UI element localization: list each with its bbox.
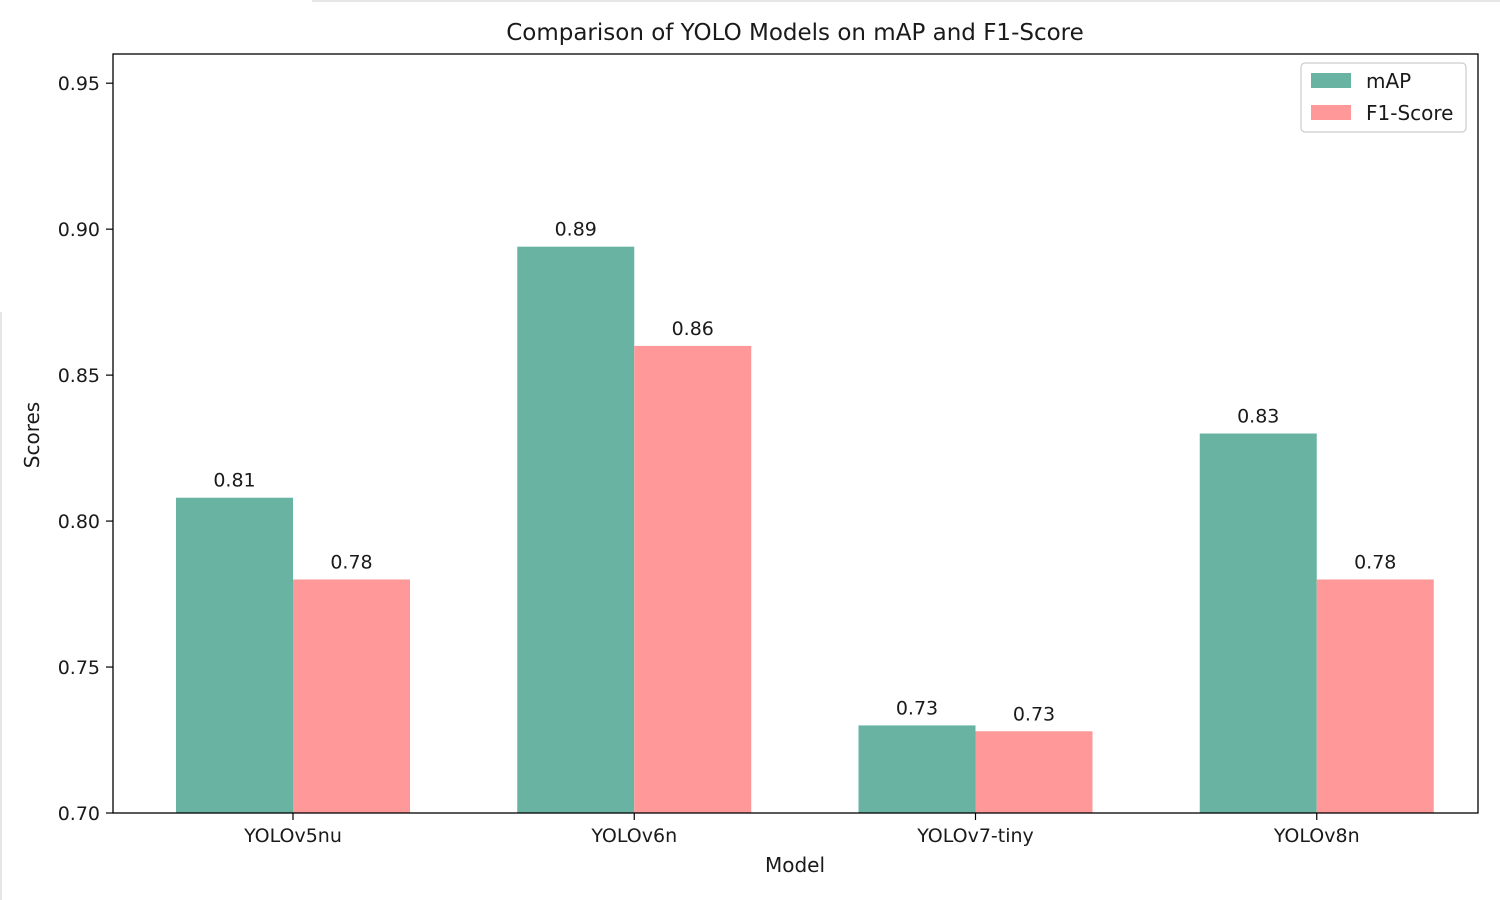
- x-tick-label: YOLOv6n: [590, 825, 677, 847]
- legend-swatch-map: [1311, 73, 1351, 88]
- y-axis-label: Scores: [20, 402, 44, 468]
- x-tick-label: YOLOv8n: [1273, 825, 1360, 847]
- bar-value-label: 0.73: [896, 697, 938, 719]
- bar-map-yolov7-tiny: [858, 725, 976, 813]
- bar-f1-score-yolov7-tiny: [975, 731, 1093, 813]
- plot-frame: [112, 53, 1479, 814]
- bar-value-label: 0.78: [1354, 551, 1396, 573]
- chart-title: Comparison of YOLO Models on mAP and F1-…: [506, 20, 1084, 46]
- bar-f1-score-yolov8n: [1316, 579, 1434, 813]
- bar-value-label: 0.86: [672, 318, 714, 340]
- x-axis-label: Model: [765, 853, 825, 877]
- bar-f1-score-yolov6n: [634, 345, 752, 813]
- y-tick-label: 0.85: [58, 365, 100, 387]
- bars-layer: [176, 246, 1434, 813]
- bar-labels-layer: 0.81 0.89 0.73 0.83 0.78 0.86 0.73 0.78: [213, 219, 1396, 726]
- bar-map-yolov5nu: [176, 497, 293, 813]
- bar-value-label: 0.78: [330, 551, 372, 573]
- legend-swatch-f1: [1311, 105, 1351, 120]
- bar-value-label: 0.73: [1013, 703, 1055, 725]
- x-tick-label: YOLOv7-tiny: [916, 825, 1034, 847]
- legend-label-f1: F1-Score: [1366, 101, 1453, 125]
- x-tick-label: YOLOv5nu: [243, 825, 342, 847]
- bar-value-label: 0.89: [555, 219, 597, 241]
- y-tick-label: 0.70: [58, 803, 100, 825]
- axes-layer: 0.70 0.75 0.80 0.85 0.90 0.95 YOLOv5nu YOLOv6n Y…: [58, 53, 1479, 847]
- bar-map-yolov6n: [517, 246, 635, 813]
- y-tick-label: 0.90: [58, 219, 100, 241]
- y-tick-label: 0.95: [58, 73, 100, 95]
- bar-f1-score-yolov5nu: [293, 579, 410, 813]
- legend-label-map: mAP: [1366, 69, 1411, 93]
- bar-map-yolov8n: [1199, 433, 1317, 813]
- bar-value-label: 0.83: [1237, 406, 1279, 428]
- y-tick-label: 0.75: [58, 657, 100, 679]
- legend: mAP F1-Score: [1300, 62, 1467, 133]
- y-tick-label: 0.80: [58, 511, 100, 533]
- bar-value-label: 0.81: [213, 470, 255, 492]
